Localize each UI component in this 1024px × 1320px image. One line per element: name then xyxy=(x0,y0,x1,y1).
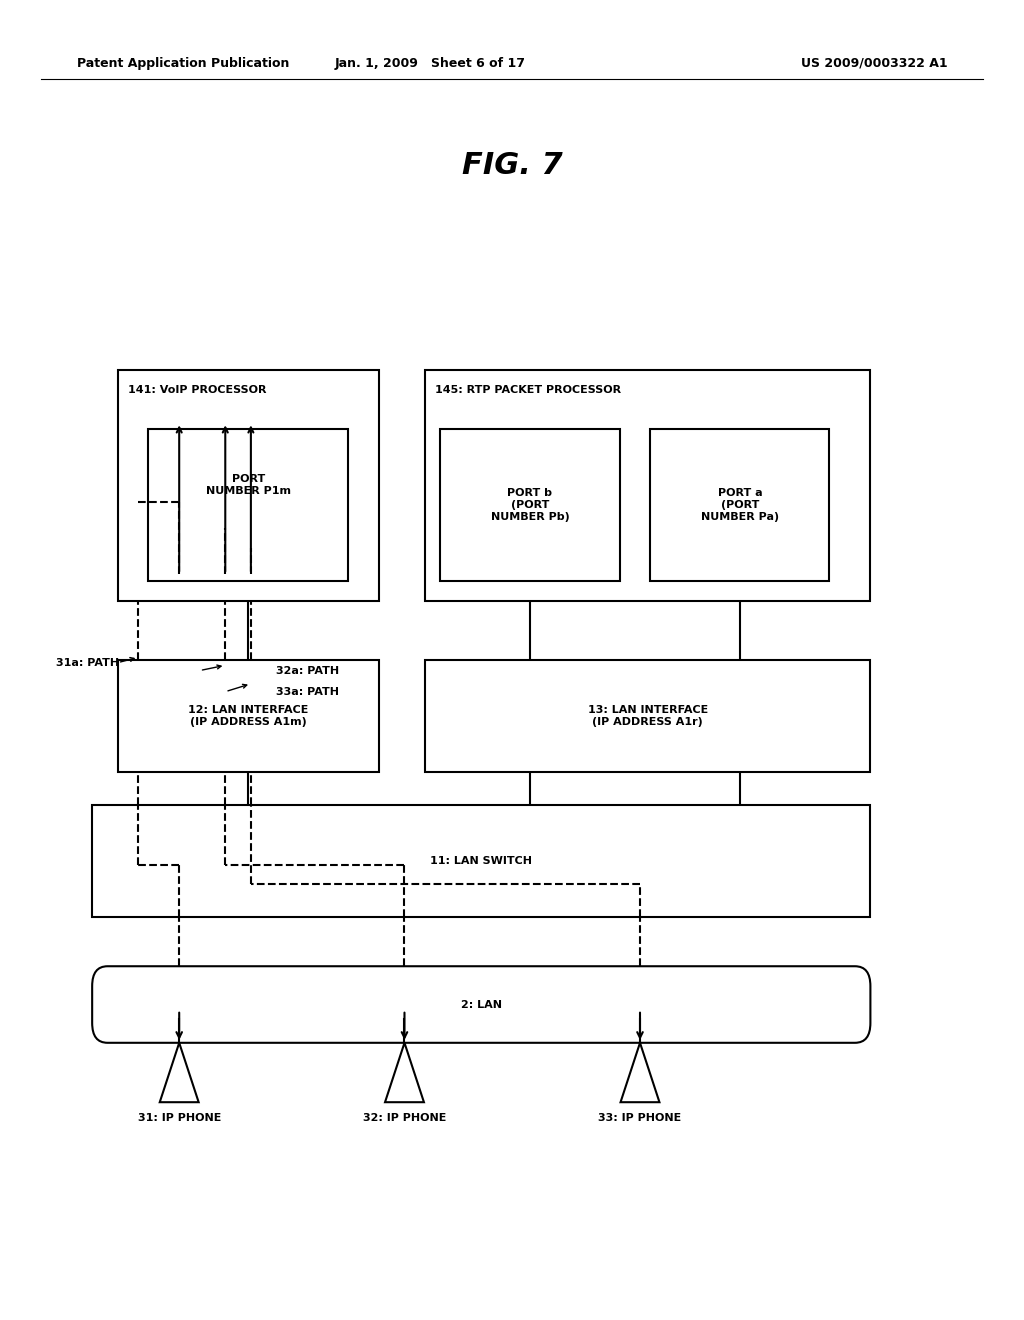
Text: 33: IP PHONE: 33: IP PHONE xyxy=(598,1113,682,1123)
FancyBboxPatch shape xyxy=(92,966,870,1043)
Text: 145: RTP PACKET PROCESSOR: 145: RTP PACKET PROCESSOR xyxy=(435,385,622,396)
Text: US 2009/0003322 A1: US 2009/0003322 A1 xyxy=(801,57,947,70)
Text: 31: IP PHONE: 31: IP PHONE xyxy=(137,1113,221,1123)
FancyBboxPatch shape xyxy=(118,660,379,772)
Text: 12: LAN INTERFACE
(IP ADDRESS A1m): 12: LAN INTERFACE (IP ADDRESS A1m) xyxy=(188,705,308,727)
Text: PORT b
(PORT
NUMBER Pb): PORT b (PORT NUMBER Pb) xyxy=(490,488,569,521)
Text: PORT a
(PORT
NUMBER Pa): PORT a (PORT NUMBER Pa) xyxy=(700,488,779,521)
Text: 33a: PATH: 33a: PATH xyxy=(276,686,340,697)
FancyBboxPatch shape xyxy=(148,429,348,581)
FancyBboxPatch shape xyxy=(650,429,829,581)
Text: 31a: PATH: 31a: PATH xyxy=(56,657,120,668)
FancyBboxPatch shape xyxy=(118,370,379,601)
Text: PORT
NUMBER P1m: PORT NUMBER P1m xyxy=(206,474,291,496)
Text: FIG. 7: FIG. 7 xyxy=(462,150,562,180)
FancyBboxPatch shape xyxy=(425,370,870,601)
FancyBboxPatch shape xyxy=(440,429,620,581)
Text: 2: LAN: 2: LAN xyxy=(461,999,502,1010)
Text: Patent Application Publication: Patent Application Publication xyxy=(77,57,289,70)
Text: Jan. 1, 2009   Sheet 6 of 17: Jan. 1, 2009 Sheet 6 of 17 xyxy=(335,57,525,70)
FancyBboxPatch shape xyxy=(92,805,870,917)
Text: 32: IP PHONE: 32: IP PHONE xyxy=(362,1113,446,1123)
FancyBboxPatch shape xyxy=(425,660,870,772)
Text: 13: LAN INTERFACE
(IP ADDRESS A1r): 13: LAN INTERFACE (IP ADDRESS A1r) xyxy=(588,705,708,727)
Text: 32a: PATH: 32a: PATH xyxy=(276,665,340,676)
Text: 141: VoIP PROCESSOR: 141: VoIP PROCESSOR xyxy=(128,385,266,396)
Text: 11: LAN SWITCH: 11: LAN SWITCH xyxy=(430,857,532,866)
